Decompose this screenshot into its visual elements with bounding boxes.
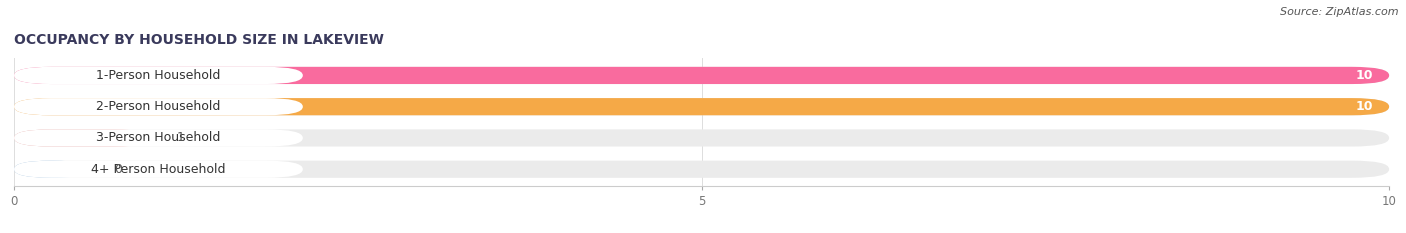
Text: 10: 10: [1355, 69, 1372, 82]
Text: 3-Person Household: 3-Person Household: [96, 131, 221, 144]
FancyBboxPatch shape: [14, 161, 302, 178]
FancyBboxPatch shape: [14, 129, 1389, 147]
Text: 1: 1: [176, 131, 184, 144]
FancyBboxPatch shape: [14, 161, 1389, 178]
FancyBboxPatch shape: [14, 67, 1389, 84]
Text: 0: 0: [114, 163, 122, 176]
Text: 4+ Person Household: 4+ Person Household: [91, 163, 226, 176]
Text: Source: ZipAtlas.com: Source: ZipAtlas.com: [1281, 7, 1399, 17]
FancyBboxPatch shape: [14, 98, 302, 115]
FancyBboxPatch shape: [14, 98, 1389, 115]
FancyBboxPatch shape: [14, 67, 302, 84]
Text: 10: 10: [1355, 100, 1372, 113]
FancyBboxPatch shape: [14, 129, 152, 147]
FancyBboxPatch shape: [14, 161, 90, 178]
Text: OCCUPANCY BY HOUSEHOLD SIZE IN LAKEVIEW: OCCUPANCY BY HOUSEHOLD SIZE IN LAKEVIEW: [14, 33, 384, 47]
FancyBboxPatch shape: [14, 98, 1389, 115]
FancyBboxPatch shape: [14, 67, 1389, 84]
Text: 1-Person Household: 1-Person Household: [96, 69, 221, 82]
Text: 2-Person Household: 2-Person Household: [96, 100, 221, 113]
FancyBboxPatch shape: [14, 129, 302, 147]
